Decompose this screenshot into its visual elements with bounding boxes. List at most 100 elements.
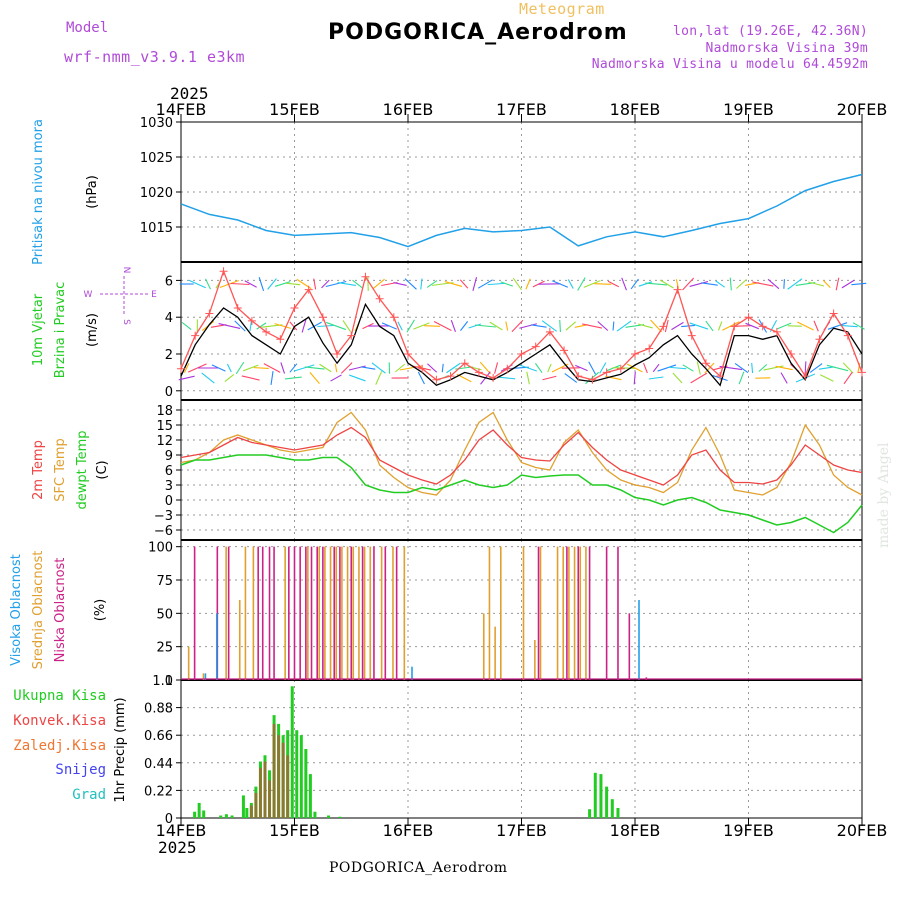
wind-arrow [487,282,505,286]
wind-arrow [371,362,386,374]
wind-arrow [474,324,496,328]
wind-arrow [352,279,363,289]
x-label-top: 19FEB [723,100,774,119]
wind-arrow [559,319,561,333]
x-label-bottom: 20FEB [837,821,888,840]
wind-arrow [334,363,338,373]
lonlat-info: lon,lat (19.26E, 42.36N) [672,24,868,39]
wind-arrow [819,374,834,382]
wind-arrow [809,363,823,373]
wind-arrow [599,362,607,374]
model-altitude-info: Nadmorska Visina u modelu 64.4592m [591,57,868,72]
wind-arrow [417,371,425,385]
temp-ylabel-2m: 2m Temp [31,440,46,500]
wind-arrow [420,278,423,290]
wind-gust-marker [219,267,228,276]
footer-station: PODGORICA_Aerodrom [329,860,508,876]
y-tick-label: 0.88 [144,702,173,717]
wind-arrow [542,375,557,381]
panel-frame-clouds [180,539,863,681]
wind-arrow [511,319,524,333]
wind-arrow [304,366,325,370]
y-tick-label: 0 [165,385,173,400]
y-tick-label: 9 [165,449,173,464]
pressure-line [180,173,863,248]
wind-arrow [519,364,537,372]
wind-arrow [321,279,330,289]
wind-gust-marker [574,372,583,381]
pressure-ylabel: Pritisak na nivou mora [31,119,46,265]
y-tick-label: 6 [165,274,173,289]
wind-arrow [612,321,615,331]
wind-arrow [319,363,332,373]
wind-arrow [393,282,407,286]
x-label-bottom: 14FEB [156,821,207,840]
y-tick-label: 15 [156,419,173,434]
wind-arrow [263,363,281,373]
y-tick-label: 100 [148,541,173,556]
wind-arrow [835,277,840,291]
precip-bar-ukupnakisa [599,774,603,818]
wind-arrow [274,281,291,287]
wind-arrow [682,364,694,372]
wind-gust-marker [304,285,313,294]
compass-e: E [151,290,157,300]
wind-gust-marker [631,350,639,358]
precip-bar-ukupnakisa [202,810,206,818]
wind-arrow [668,366,687,370]
wind-arrow [843,371,853,385]
wind-arrow [426,280,438,288]
y-tick-label: 6 [165,464,173,479]
wind-arrow [286,282,301,286]
wind-arrow [399,365,422,371]
year-bottom: 2025 [158,838,197,857]
wind-arrow [188,279,206,289]
y-tick-label: 1.1 [152,674,173,689]
y-tick-label: 12 [156,434,173,449]
wind-gust-marker [318,313,327,322]
wind-arrow [552,280,569,288]
wind-arrow [256,322,267,330]
wind-gust-marker [545,327,554,336]
wind-arrow [616,320,632,332]
wind-gust-marker [730,322,739,331]
wind-arrow [187,363,207,373]
wind-arrow [424,325,441,327]
wind-arrow [241,375,260,381]
compass-cross [100,276,148,316]
x-label-top: 15FEB [269,100,320,119]
wind-gust-marker [432,375,441,384]
wind-arrow [752,281,774,287]
wind-arrow [234,320,246,332]
wind-arrow [362,322,374,330]
wind-arrow [643,362,648,374]
wind-speed-line [180,302,863,387]
wind-gust-marker [744,313,753,322]
wind-arrow [808,281,825,287]
wind-arrow [472,277,478,291]
precip-bar-ukupnakisa [605,786,609,818]
wind-arrow [395,363,406,373]
wind-arrow [780,372,788,384]
wind-arrow [512,277,522,291]
wind-arrow [397,321,403,331]
cloud-unit: (%) [93,599,108,622]
precip-bar-ukupnakisa [241,795,245,818]
y-tick-label: 1020 [140,186,173,201]
wind-gust-marker [772,327,781,336]
wind-arrow [637,323,653,329]
wind-gust-marker [361,272,370,281]
wind-gust-marker [716,372,725,381]
wind-gust-marker [446,372,455,381]
wind-arrow [253,367,269,369]
wind-arrow [626,363,643,373]
wind-arrow [330,374,342,382]
wind-arrow [313,278,317,290]
precip-legend-item: Snijeg [55,762,106,778]
altitude-info: Nadmorska Visina 39m [705,41,868,56]
wind-gust-marker [375,294,384,303]
precip-bar-ukupnakisa [610,799,614,818]
y-tick-label: −6 [154,524,173,539]
wind-arrow [648,376,664,380]
wind-arrow [307,321,322,331]
